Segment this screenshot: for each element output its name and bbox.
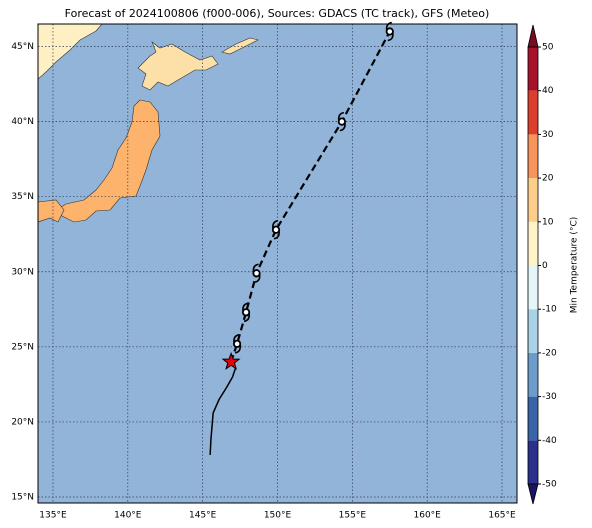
y-tick-label: 30°N <box>11 267 34 277</box>
land <box>38 24 259 223</box>
colorbar-tick-label: 20 <box>542 174 554 184</box>
title: Forecast of 2024100806 (f000-006), Sourc… <box>65 7 490 20</box>
colorbar-segment <box>528 47 538 91</box>
y-tick-label: 45°N <box>11 42 34 52</box>
symbol-arm <box>337 111 345 121</box>
symbol-core <box>271 225 281 234</box>
past-track <box>209 361 237 455</box>
mainland <box>38 24 103 80</box>
y-tick-label: 35°N <box>11 192 34 202</box>
symbol-core <box>337 117 346 126</box>
colorbar-tick-label: 50 <box>542 43 554 53</box>
x-tick-label: 160°E <box>414 511 442 521</box>
colorbar-segment <box>528 265 538 310</box>
typhoon-symbol <box>271 219 281 240</box>
typhoon-symbol <box>385 21 394 42</box>
x-tick-label: 135°E <box>39 511 67 521</box>
x-tick-label: 145°E <box>189 511 217 521</box>
colorbar-segment <box>528 396 538 441</box>
kyushu <box>38 199 65 223</box>
x-tick-label: 155°E <box>339 511 367 521</box>
colorbar-tick-label: 0 <box>542 261 548 271</box>
typhoon-symbol <box>232 334 242 354</box>
colorbar-segment <box>528 309 538 353</box>
x-tick-label: 150°E <box>264 511 292 521</box>
current-position <box>221 351 241 370</box>
symbol-arm <box>243 313 251 323</box>
symbol-arm <box>272 219 279 229</box>
symbol-arm <box>252 263 259 273</box>
colorbar-tick-label: -20 <box>542 348 557 358</box>
colorbar-segment <box>528 440 538 484</box>
colorbar-segment <box>528 221 538 266</box>
honshu <box>55 99 161 223</box>
colorbar-segment <box>528 352 538 397</box>
map-frame <box>37 23 518 504</box>
colorbar-tick-label: 30 <box>542 130 554 140</box>
y-tick-label: 15°N <box>11 492 34 502</box>
symbol-arm <box>242 302 249 312</box>
colorbar-tick-label: 40 <box>542 86 554 96</box>
colorbar-segment <box>528 90 538 135</box>
typhoon-symbol <box>241 302 251 323</box>
colorbar-extend <box>527 483 539 505</box>
colorbar-label: Min Temperature (°C) <box>570 217 580 314</box>
y-tick-label: 20°N <box>11 417 34 427</box>
typhoon-symbol <box>337 111 346 132</box>
symbol-arm <box>385 21 392 31</box>
symbol-arm <box>233 334 240 343</box>
symbol-core <box>241 308 251 317</box>
symbol-core <box>232 339 242 348</box>
y-tick-label: 40°N <box>11 117 34 127</box>
kurils <box>221 37 259 55</box>
x-tick-label: 140°E <box>114 511 142 521</box>
symbol-arm <box>254 274 261 284</box>
colorbar-tick-label: -50 <box>542 480 557 490</box>
typhoon-symbol <box>252 263 261 284</box>
symbol-arm <box>234 344 242 354</box>
colorbar-segment <box>528 178 538 222</box>
hokkaido <box>137 41 219 91</box>
colorbar-segment <box>528 134 538 179</box>
x-tick-label: 165°E <box>488 511 516 521</box>
colorbar-tick-label: -30 <box>542 392 557 402</box>
symbol-core <box>385 27 394 36</box>
colorbar-tick-label: -40 <box>542 436 557 446</box>
symbol-core <box>252 269 261 278</box>
symbol-arm <box>339 122 346 132</box>
colorbar-tick-label: -10 <box>542 305 557 315</box>
symbol-arm <box>273 230 280 240</box>
y-tick-label: 25°N <box>11 342 34 352</box>
symbol-arm <box>387 32 394 42</box>
colorbar-extend <box>527 24 539 48</box>
colorbar-tick-label: 10 <box>542 217 554 227</box>
